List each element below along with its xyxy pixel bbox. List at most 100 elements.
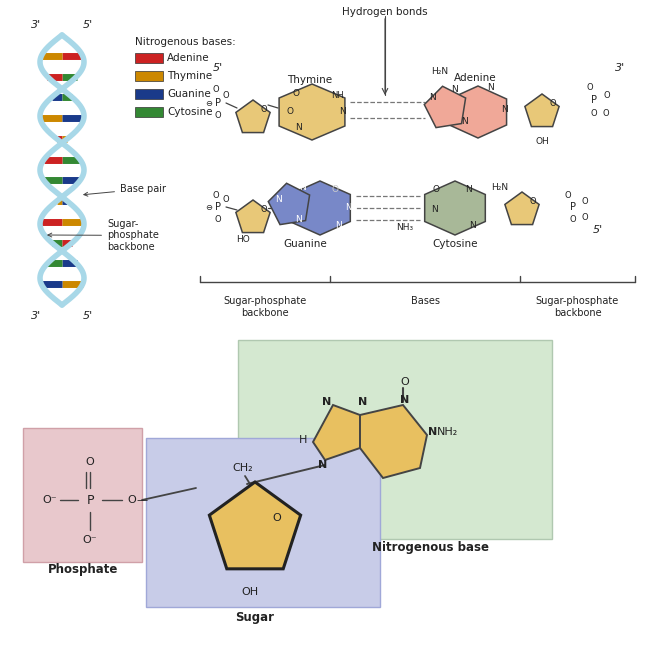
- Text: O: O: [587, 84, 593, 92]
- Polygon shape: [424, 86, 465, 128]
- Text: P: P: [86, 494, 94, 506]
- Polygon shape: [449, 86, 506, 138]
- Text: O: O: [214, 215, 221, 224]
- Text: N: N: [428, 427, 437, 437]
- Text: O⁻: O⁻: [43, 495, 57, 505]
- Text: NH: NH: [331, 90, 343, 99]
- Text: Hydrogen bonds: Hydrogen bonds: [342, 7, 428, 17]
- Text: O: O: [569, 216, 577, 224]
- Text: ⊖: ⊖: [205, 99, 213, 107]
- Text: Bases: Bases: [411, 296, 439, 306]
- Text: OH: OH: [535, 137, 549, 146]
- Text: O: O: [582, 198, 588, 207]
- Text: Phosphate: Phosphate: [48, 564, 118, 576]
- Polygon shape: [360, 405, 427, 478]
- Text: N: N: [358, 397, 368, 407]
- FancyBboxPatch shape: [135, 53, 163, 63]
- Text: 3': 3': [31, 20, 41, 30]
- FancyBboxPatch shape: [238, 340, 552, 539]
- Polygon shape: [313, 405, 360, 460]
- Text: H: H: [299, 435, 307, 445]
- Text: O: O: [272, 513, 281, 523]
- Text: H₂N: H₂N: [491, 184, 508, 192]
- FancyBboxPatch shape: [135, 71, 163, 81]
- Text: Guanine: Guanine: [283, 239, 327, 249]
- Text: N: N: [502, 105, 508, 114]
- Text: Adenine: Adenine: [167, 53, 209, 63]
- Text: Base pair: Base pair: [84, 184, 166, 196]
- Text: O: O: [604, 90, 610, 99]
- Polygon shape: [268, 183, 309, 224]
- Text: CH₂: CH₂: [233, 463, 254, 473]
- Text: OH: OH: [241, 587, 259, 597]
- Text: NH: NH: [346, 203, 358, 213]
- Text: O: O: [287, 107, 294, 116]
- Text: NH₃: NH₃: [396, 224, 413, 233]
- Text: N: N: [322, 397, 332, 407]
- Text: O: O: [565, 190, 571, 199]
- FancyBboxPatch shape: [146, 438, 380, 607]
- Text: —: —: [136, 495, 148, 505]
- Text: Adenine: Adenine: [454, 73, 497, 83]
- Text: O: O: [86, 457, 94, 467]
- Text: NH₂: NH₂: [436, 427, 458, 437]
- Text: H₂N: H₂N: [432, 67, 448, 77]
- Text: Guanine: Guanine: [167, 89, 211, 99]
- Text: Thymine: Thymine: [167, 71, 212, 81]
- Polygon shape: [290, 181, 350, 235]
- Text: O: O: [223, 196, 229, 205]
- Text: O: O: [213, 190, 219, 199]
- Text: O⁻: O⁻: [83, 535, 98, 545]
- Text: 5': 5': [593, 225, 603, 235]
- Polygon shape: [236, 100, 270, 133]
- Text: 5': 5': [83, 20, 93, 30]
- Polygon shape: [209, 482, 301, 569]
- Text: O: O: [261, 105, 267, 114]
- Text: Sugar-
phosphate
backbone: Sugar- phosphate backbone: [48, 219, 159, 252]
- Text: N: N: [294, 124, 302, 133]
- Text: N: N: [400, 395, 410, 405]
- Text: N: N: [452, 86, 458, 94]
- Polygon shape: [505, 192, 539, 224]
- Text: O: O: [261, 205, 267, 213]
- Text: O: O: [213, 86, 219, 94]
- Text: P: P: [215, 202, 221, 212]
- Text: O: O: [400, 377, 410, 387]
- Text: O: O: [550, 99, 556, 109]
- Text: Thymine: Thymine: [287, 75, 333, 85]
- Text: O: O: [432, 186, 439, 194]
- Text: O: O: [127, 495, 136, 505]
- FancyBboxPatch shape: [135, 89, 163, 99]
- Text: Nitrogenous base: Nitrogenous base: [372, 542, 489, 555]
- Polygon shape: [424, 181, 486, 235]
- Text: 3': 3': [31, 311, 41, 321]
- FancyBboxPatch shape: [23, 428, 142, 562]
- Text: O: O: [214, 111, 221, 120]
- Text: N: N: [428, 94, 436, 103]
- Text: Nitrogenous bases:: Nitrogenous bases:: [135, 37, 236, 47]
- Text: N: N: [274, 196, 281, 205]
- Text: N: N: [465, 186, 471, 194]
- Text: O: O: [530, 198, 536, 207]
- Text: Cytosine: Cytosine: [167, 107, 213, 117]
- Polygon shape: [236, 200, 270, 233]
- Text: Sugar-phosphate
backbone: Sugar-phosphate backbone: [536, 296, 619, 318]
- Text: N: N: [318, 460, 328, 470]
- Text: 5': 5': [83, 311, 93, 321]
- Text: N: N: [294, 216, 302, 224]
- Polygon shape: [279, 84, 345, 140]
- Text: N: N: [335, 220, 341, 230]
- Polygon shape: [525, 94, 559, 127]
- Text: N: N: [339, 107, 346, 116]
- Text: O: O: [223, 90, 229, 99]
- Text: O: O: [292, 90, 300, 99]
- Text: Cytosine: Cytosine: [432, 239, 478, 249]
- Text: O: O: [582, 213, 588, 222]
- Text: N: N: [462, 118, 469, 126]
- Text: Sugar: Sugar: [235, 610, 274, 623]
- Text: O: O: [603, 109, 609, 118]
- Text: N: N: [487, 84, 493, 92]
- Text: Sugar-phosphate
backbone: Sugar-phosphate backbone: [224, 296, 307, 318]
- Text: 3': 3': [615, 63, 625, 73]
- Text: N: N: [298, 184, 306, 192]
